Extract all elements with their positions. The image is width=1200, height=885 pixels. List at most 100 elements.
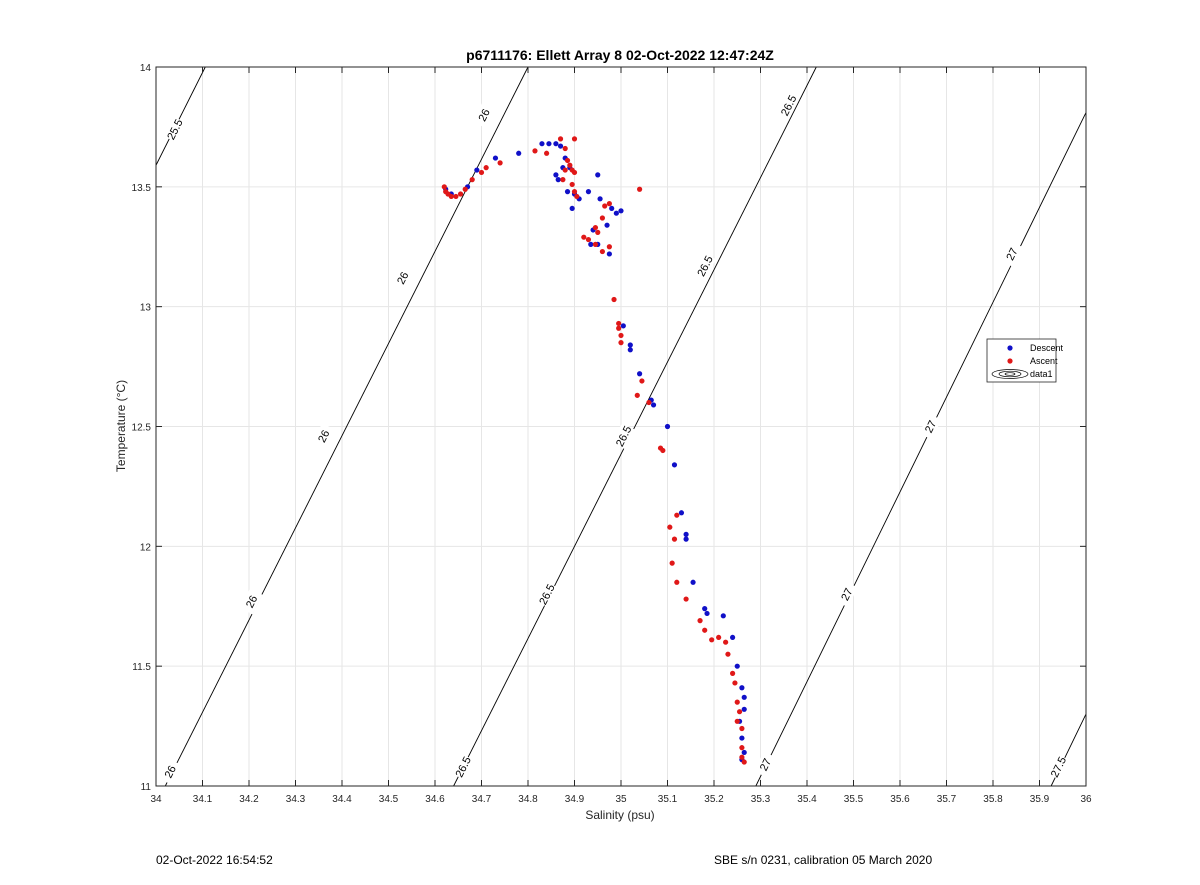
data-point [637,371,643,377]
data-point [671,462,678,468]
contour-label: 27 [754,751,777,778]
data-point [683,531,689,537]
data-point [569,205,575,212]
x-tick-label: 35.3 [751,794,771,805]
data-point [616,325,622,331]
data-point [734,663,740,669]
contour-label-background [777,92,800,119]
x-tick-label: 35 [615,794,627,805]
contour-label-text: 26 [477,107,493,123]
data-point [739,745,745,751]
data-point [560,177,566,183]
data-point [734,718,740,724]
data-point [634,392,640,398]
data-point [637,186,643,192]
data-point [599,248,606,255]
x-tick-label: 35.4 [797,794,817,805]
data-point [669,560,675,566]
legend-box [986,338,1057,383]
data-point [690,579,696,585]
data-point [497,160,503,166]
data-point [569,181,575,188]
x-tick-label: 35.1 [658,794,678,805]
data-point [704,610,710,617]
data-point [553,141,559,147]
contour-label: 26.5 [451,753,475,780]
contour-label-background [919,413,942,440]
series-descent [443,141,747,763]
series-ascent [441,136,747,765]
contour-label-text: 27 [1004,246,1020,262]
x-tick-label: 34 [150,794,162,805]
x-axis-label: Salinity (psu) [585,808,654,822]
x-tick-label: 34.6 [425,794,445,805]
contour-label-background [312,423,335,450]
data-point [606,201,612,207]
contour-label: 26 [472,101,496,128]
x-tick-label: 34.1 [193,794,213,805]
footer-calibration-info: SBE s/n 0231, calibration 05 March 2020 [714,853,933,867]
contour-label-background [693,252,716,279]
data-point [581,234,587,240]
contour-line [155,66,206,166]
data-point [546,141,552,147]
contour-label: 27.5 [1047,753,1070,780]
data-point [650,402,657,408]
data-point [474,167,480,173]
data-point [606,244,612,250]
legend-contour-label: data1 [1030,369,1053,379]
legend-ascent-label: Ascent [1030,356,1058,366]
data-point [618,340,624,346]
data-point [564,189,571,195]
data-point [574,193,580,200]
data-point [730,634,736,641]
contour-label-background [1000,240,1023,267]
data-point [683,596,689,602]
data-point [585,236,592,243]
x-tick-label: 34.8 [518,794,538,805]
legend-ascent-marker [1007,358,1013,364]
data-points [441,136,747,765]
data-point [730,670,736,676]
y-tick-label: 11 [141,782,152,793]
x-tick-label: 35.6 [890,794,910,805]
data-point [616,320,622,327]
data-point [562,145,568,152]
x-tick-label: 34.4 [332,794,352,805]
data-point [592,241,599,247]
data-point [678,510,685,516]
data-point [660,447,666,454]
x-tick-label: 34.5 [379,794,399,805]
data-point [739,685,745,691]
x-tick-label: 35.8 [983,794,1003,805]
axis-ticks: 34 34.1 34.2 34.3 34.4 34.5 34.6 34.7 34.8 34.9 35… [132,63,1092,805]
data-point [592,224,599,231]
contour-label-background [835,581,858,608]
y-tick-label: 13.5 [132,183,152,194]
contour-label: 25.5 [163,116,186,143]
contour-label-background [451,753,475,780]
data-point [516,150,522,156]
contour-label-text: 26 [163,764,179,780]
data-point [613,210,619,216]
x-tick-label: 35.9 [1030,794,1050,805]
contour-label-background [612,423,635,450]
contour-label-text: 27 [839,587,855,603]
data-point [674,512,680,518]
data-point [725,651,731,657]
y-axis-label: Temperature (°C) [114,380,128,472]
data-point [602,203,608,209]
data-point [483,165,489,171]
data-point [557,143,564,149]
contour-label: 26.5 [777,92,800,119]
contour-line [755,112,1087,787]
x-tick-label: 36 [1080,794,1092,805]
y-tick-label: 11.5 [132,662,151,673]
data-point [618,332,624,339]
data-point [739,735,745,741]
data-point [720,613,726,619]
data-point [557,136,564,142]
legend-contour-icon [991,369,1029,379]
contour-label-background [158,758,182,785]
